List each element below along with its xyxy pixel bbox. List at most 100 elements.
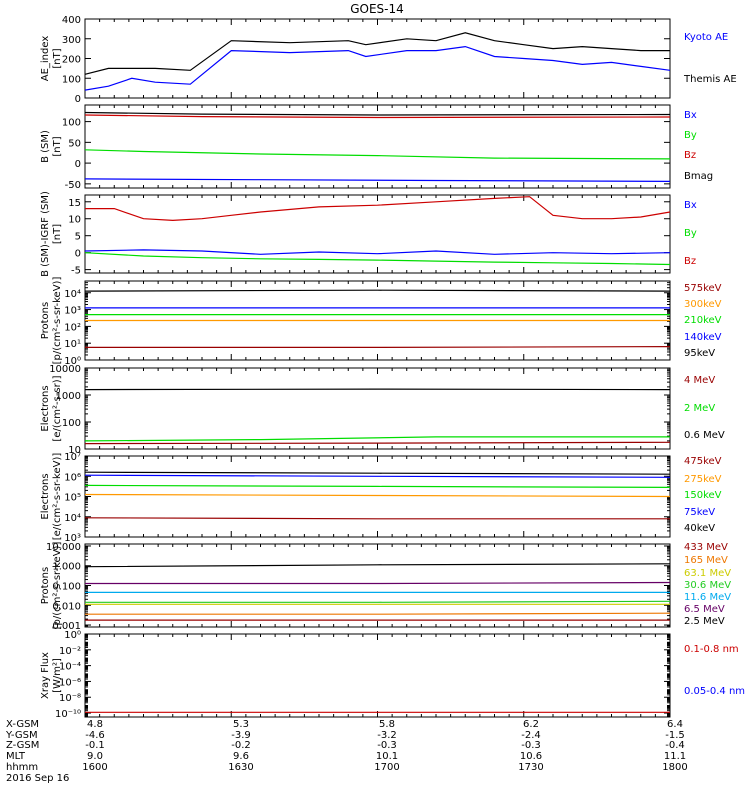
y-axis-label: [p/(cm²-s-sr-keV)]	[52, 542, 63, 630]
series-line	[84, 45, 671, 91]
axis-value: 10.6	[520, 751, 542, 762]
y-tick-label: 10²	[64, 322, 81, 333]
axis-value: 9.6	[233, 751, 249, 762]
axis-value: -0.3	[377, 740, 397, 751]
y-tick-label: 10⁻⁶	[59, 677, 81, 688]
y-tick-label: 10⁴	[64, 289, 81, 300]
axis-value: -0.2	[231, 740, 251, 751]
panel-frame	[84, 194, 671, 274]
legend-label: 140keV	[684, 332, 722, 343]
y-tick-label: 10⁻²	[59, 646, 81, 657]
legend-label: 2.5 MeV	[684, 616, 725, 627]
axis-value: 5.3	[233, 719, 249, 730]
axis-value: 10.1	[376, 751, 398, 762]
y-tick-label: 1.000	[52, 562, 81, 573]
panel-frame	[84, 633, 671, 718]
legend-label: 150keV	[684, 490, 722, 501]
axis-value: 6.4	[667, 719, 683, 730]
legend-label: 210keV	[684, 315, 722, 326]
legend-label: Themis AE	[683, 74, 737, 85]
series-line	[84, 388, 671, 391]
y-tick-label: 0.001	[52, 621, 81, 632]
y-tick-label: 100	[62, 74, 81, 85]
legend-label: 2 MeV	[684, 403, 715, 414]
y-axis-label: Xray Flux	[40, 652, 51, 699]
axis-value: 1630	[228, 762, 253, 773]
axis-row-label: hhmm	[6, 762, 38, 773]
y-axis-label: [e/(cm²-s-sr)]	[52, 375, 63, 441]
axis-value: 6.2	[523, 719, 539, 730]
series-line	[84, 111, 671, 116]
legend-label: Bz	[684, 150, 696, 161]
axis-value: 4.8	[87, 719, 103, 730]
legend-label: 40keV	[684, 523, 715, 534]
y-tick-label: 10¹	[64, 339, 81, 350]
series-line	[84, 474, 671, 478]
axis-value: -0.3	[521, 740, 541, 751]
panel-frame	[84, 18, 671, 99]
axis-value: -0.4	[665, 740, 685, 751]
series-line	[84, 252, 671, 266]
legend-label: 433 MeV	[684, 542, 728, 553]
y-tick-label: 10⁴	[64, 513, 81, 524]
series-line	[84, 493, 671, 498]
y-tick-label: 10	[68, 215, 81, 226]
axis-row-label: Y-GSM	[5, 730, 38, 741]
legend-label: By	[684, 228, 697, 239]
panel-xray: 10⁰ 10⁻² 10⁻⁴ 10⁻⁶ 10⁻⁸ 10⁻¹⁰ Xray Flux [W/m²] 0…	[40, 630, 745, 720]
axis-value: -0.1	[85, 740, 105, 751]
y-axis-label: Electrons	[40, 473, 51, 519]
legend-label: 0.1-0.8 nm	[684, 644, 739, 655]
axis-value: -2.4	[521, 730, 541, 741]
y-axis-label: [nT]	[52, 48, 63, 68]
panel-electrons_kev: 10³ 10⁴ 10⁵ 10⁶ 10⁷ Electrons [e/(cm²-s-sr-keV…	[40, 452, 722, 544]
axis-value: 1800	[662, 762, 687, 773]
legend-label: 11.6 MeV	[684, 592, 731, 603]
panel-bdiff: -5 0 5 10 15 B (SM)-IGRF (SM) [nT] Bx By Bz	[40, 191, 697, 277]
y-axis-label: Electrons	[40, 385, 51, 431]
y-axis-label: B (SM)	[40, 130, 51, 163]
series-line	[84, 441, 671, 445]
axis-value: -1.5	[665, 730, 685, 741]
axis-value: 1700	[374, 762, 399, 773]
y-tick-label: 10⁵	[64, 493, 81, 504]
y-tick-label: 400	[62, 15, 81, 26]
axis-value: 9.0	[87, 751, 103, 762]
y-axis-label: [W/m²]	[52, 658, 63, 693]
legend-label: Kyoto AE	[684, 32, 728, 43]
y-axis-label: AE_index	[40, 36, 51, 82]
y-tick-label: 10.000	[46, 542, 81, 553]
y-tick-label: 10000	[49, 364, 81, 375]
axis-row-label: X-GSM	[6, 719, 39, 730]
series-line	[84, 178, 671, 182]
y-tick-label: -5	[71, 266, 81, 277]
y-axis-label: [nT]	[52, 136, 63, 156]
legend-label: Bmag	[684, 171, 713, 182]
figure-title: GOES-14	[350, 2, 404, 16]
y-tick-label: 5	[75, 232, 81, 243]
legend-label: 475keV	[684, 456, 722, 467]
legend-label: 300keV	[684, 299, 722, 310]
y-tick-label: 10³	[64, 533, 81, 544]
legend-label: Bx	[684, 200, 697, 211]
series-line	[84, 149, 671, 160]
y-tick-label: 10⁶	[64, 472, 81, 483]
panel-protons_low: 10⁰ 10¹ 10² 10³ 10⁴ Protons [p/(cm²-s-sr-keV)]…	[40, 277, 722, 367]
panel-electrons_mev: 10 100 1000 10000 Electrons [e/(cm²-s-sr)] 4 M…	[40, 364, 725, 456]
y-tick-label: 0	[75, 159, 81, 170]
y-tick-label: 10⁰	[64, 630, 81, 641]
legend-label: 30.6 MeV	[684, 580, 731, 591]
y-tick-label: 0.100	[52, 582, 81, 593]
y-tick-label: 10⁰	[64, 356, 81, 367]
axis-value: 5.8	[379, 719, 395, 730]
axis-value: 1730	[518, 762, 543, 773]
legend-label: 63.1 MeV	[684, 568, 731, 579]
axis-value: 1600	[82, 762, 107, 773]
axis-value: 11.1	[664, 751, 686, 762]
y-tick-label: 0	[75, 94, 81, 105]
y-tick-label: -50	[65, 180, 81, 191]
y-tick-label: 0.010	[52, 601, 81, 612]
legend-label: 0.6 MeV	[684, 430, 725, 441]
y-tick-label: 200	[62, 55, 81, 66]
